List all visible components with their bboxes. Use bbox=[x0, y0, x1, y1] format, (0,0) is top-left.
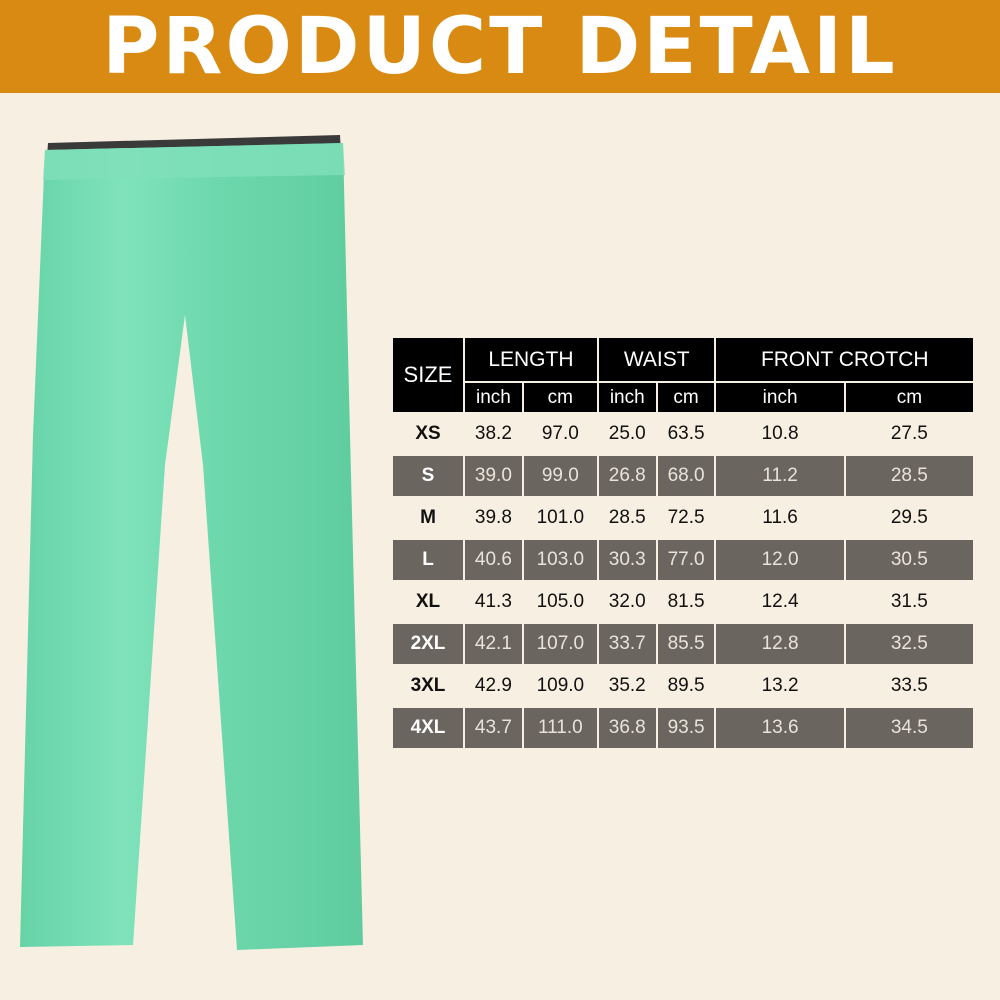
group-header-front-crotch: FRONT CROTCH bbox=[716, 338, 973, 381]
size-chart-table: SIZE LENGTH WAIST FRONT CROTCH inch cm inc… bbox=[391, 336, 975, 750]
value-cell: 68.0 bbox=[657, 456, 715, 496]
value-cell: 35.2 bbox=[608, 675, 646, 696]
value-cell: 63.5 bbox=[667, 423, 705, 444]
value-cell: 13.2 bbox=[761, 675, 799, 696]
value-cell: 105.0 bbox=[536, 591, 585, 612]
value-cell: 34.5 bbox=[845, 708, 973, 748]
size-cell: 3XL bbox=[410, 675, 446, 696]
value-cell: 32.0 bbox=[608, 591, 646, 612]
value-cell: 11.2 bbox=[716, 456, 844, 496]
table-row: 2XL 42.1 107.0 33.7 85.5 12.8 32.5 bbox=[393, 624, 973, 664]
value-cell: 85.5 bbox=[657, 624, 715, 664]
value-cell: 72.5 bbox=[667, 507, 705, 528]
value-cell: 36.8 bbox=[598, 708, 656, 748]
value-cell: 28.5 bbox=[845, 456, 973, 496]
group-header-waist: WAIST bbox=[598, 338, 715, 381]
value-cell: 111.0 bbox=[523, 708, 597, 748]
value-cell: 89.5 bbox=[667, 675, 705, 696]
group-header-length: LENGTH bbox=[465, 338, 597, 381]
value-cell: 81.5 bbox=[667, 591, 705, 612]
size-cell: 4XL bbox=[393, 708, 463, 748]
value-cell: 11.6 bbox=[762, 507, 798, 528]
value-cell: 12.0 bbox=[716, 540, 844, 580]
value-cell: 109.0 bbox=[536, 675, 585, 696]
size-cell: XL bbox=[415, 591, 441, 612]
value-cell: 97.0 bbox=[541, 423, 579, 444]
unit-header: cm bbox=[845, 383, 973, 412]
value-cell: 41.3 bbox=[474, 591, 512, 612]
value-cell: 29.5 bbox=[890, 507, 928, 528]
unit-header: cm bbox=[657, 383, 715, 412]
table-row: 4XL 43.7 111.0 36.8 93.5 13.6 34.5 bbox=[393, 708, 973, 748]
value-cell: 33.7 bbox=[598, 624, 656, 664]
table-row: XS 38.2 97.0 25.0 63.5 10.8 27.5 bbox=[393, 414, 973, 454]
value-cell: 10.8 bbox=[761, 423, 799, 444]
value-cell: 39.0 bbox=[465, 456, 522, 496]
size-cell: S bbox=[393, 456, 463, 496]
value-cell: 12.8 bbox=[716, 624, 844, 664]
pants-image bbox=[20, 135, 363, 950]
value-cell: 30.3 bbox=[598, 540, 656, 580]
size-cell: 2XL bbox=[393, 624, 463, 664]
size-header: SIZE bbox=[393, 338, 463, 412]
value-cell: 101.0 bbox=[536, 507, 585, 528]
value-cell: 13.6 bbox=[716, 708, 844, 748]
table-row: XL 41.3 105.0 32.0 81.5 12.4 31.5 bbox=[393, 582, 973, 622]
unit-header: inch bbox=[465, 383, 522, 412]
value-cell: 38.2 bbox=[474, 423, 512, 444]
value-cell: 32.5 bbox=[845, 624, 973, 664]
value-cell: 93.5 bbox=[657, 708, 715, 748]
value-cell: 107.0 bbox=[523, 624, 597, 664]
value-cell: 42.1 bbox=[465, 624, 522, 664]
value-cell: 40.6 bbox=[465, 540, 522, 580]
value-cell: 30.5 bbox=[845, 540, 973, 580]
size-cell: XS bbox=[415, 423, 441, 444]
value-cell: 28.5 bbox=[608, 507, 646, 528]
value-cell: 25.0 bbox=[608, 423, 646, 444]
value-cell: 26.8 bbox=[598, 456, 656, 496]
page-title: PRODUCT DETAIL bbox=[102, 1, 898, 92]
value-cell: 42.9 bbox=[474, 675, 512, 696]
value-cell: 77.0 bbox=[657, 540, 715, 580]
value-cell: 99.0 bbox=[523, 456, 597, 496]
table-row: L 40.6 103.0 30.3 77.0 12.0 30.5 bbox=[393, 540, 973, 580]
table-row: M 39.8 101.0 28.5 72.5 11.6 29.5 bbox=[393, 498, 973, 538]
table-row: 3XL 42.9 109.0 35.2 89.5 13.2 33.5 bbox=[393, 666, 973, 706]
size-cell: M bbox=[420, 507, 436, 528]
header-banner: PRODUCT DETAIL bbox=[0, 0, 1000, 93]
table-row: S 39.0 99.0 26.8 68.0 11.2 28.5 bbox=[393, 456, 973, 496]
pants-body bbox=[20, 143, 363, 950]
value-cell: 33.5 bbox=[890, 675, 928, 696]
value-cell: 27.5 bbox=[890, 423, 928, 444]
size-cell: L bbox=[393, 540, 463, 580]
unit-header: cm bbox=[523, 383, 597, 412]
value-cell: 12.4 bbox=[761, 591, 799, 612]
value-cell: 103.0 bbox=[523, 540, 597, 580]
unit-header: inch bbox=[598, 383, 656, 412]
value-cell: 31.5 bbox=[890, 591, 928, 612]
value-cell: 39.8 bbox=[474, 507, 512, 528]
value-cell: 43.7 bbox=[465, 708, 522, 748]
unit-header: inch bbox=[716, 383, 844, 412]
